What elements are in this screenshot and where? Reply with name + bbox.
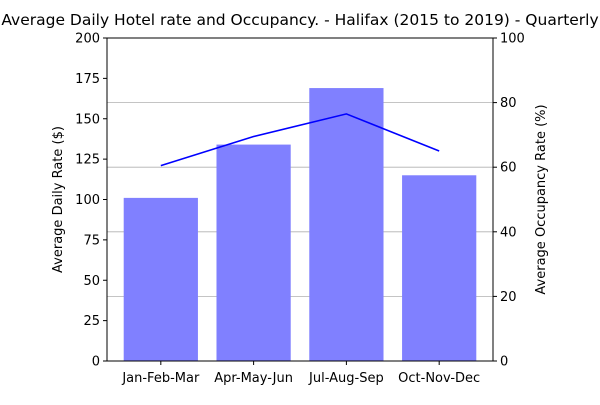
left-tick-label: 175	[75, 72, 100, 87]
left-tick-label: 75	[83, 233, 100, 248]
x-axis: Jan-Feb-Mar Apr-May-Jun Jul-Aug-Sep Oct-Nov…	[121, 361, 480, 386]
bar-0	[123, 197, 198, 361]
left-tick-label: 50	[83, 274, 100, 289]
left-tick-label: 25	[83, 314, 100, 329]
left-tick-label: 200	[75, 32, 100, 47]
bar-2	[309, 88, 384, 361]
right-axis-label: Average Occupancy Rate (%)	[534, 104, 549, 294]
right-tick-label: 60	[500, 161, 517, 176]
x-tick-label: Jan-Feb-Mar	[121, 371, 200, 386]
left-tick-label: 0	[92, 355, 100, 370]
right-tick-label: 100	[500, 32, 525, 47]
left-tick-label: 150	[75, 112, 100, 127]
bar-3	[402, 175, 477, 361]
line-layer	[160, 113, 440, 167]
right-tick-label: 0	[500, 355, 508, 370]
left-axis: 0 25 50 75 100 125 150 175 200	[75, 32, 107, 370]
left-tick-label: 125	[75, 153, 100, 168]
left-tick-label: 100	[75, 193, 100, 208]
right-axis: 0 20 40 60 80 100	[493, 32, 525, 370]
right-tick-label: 40	[500, 225, 517, 240]
x-tick-label: Oct-Nov-Dec	[398, 371, 480, 386]
bar-1	[216, 144, 291, 361]
chart-title: Average Daily Hotel rate and Occupancy. …	[1, 11, 598, 29]
bars-layer	[123, 88, 477, 361]
x-tick-label: Jul-Aug-Sep	[308, 371, 384, 386]
right-tick-label: 80	[500, 96, 517, 111]
left-axis-label: Average Daily Rate ($)	[51, 126, 66, 273]
right-tick-label: 20	[500, 290, 517, 305]
x-tick-label: Apr-May-Jun	[214, 371, 293, 386]
occupancy-line	[160, 113, 440, 167]
